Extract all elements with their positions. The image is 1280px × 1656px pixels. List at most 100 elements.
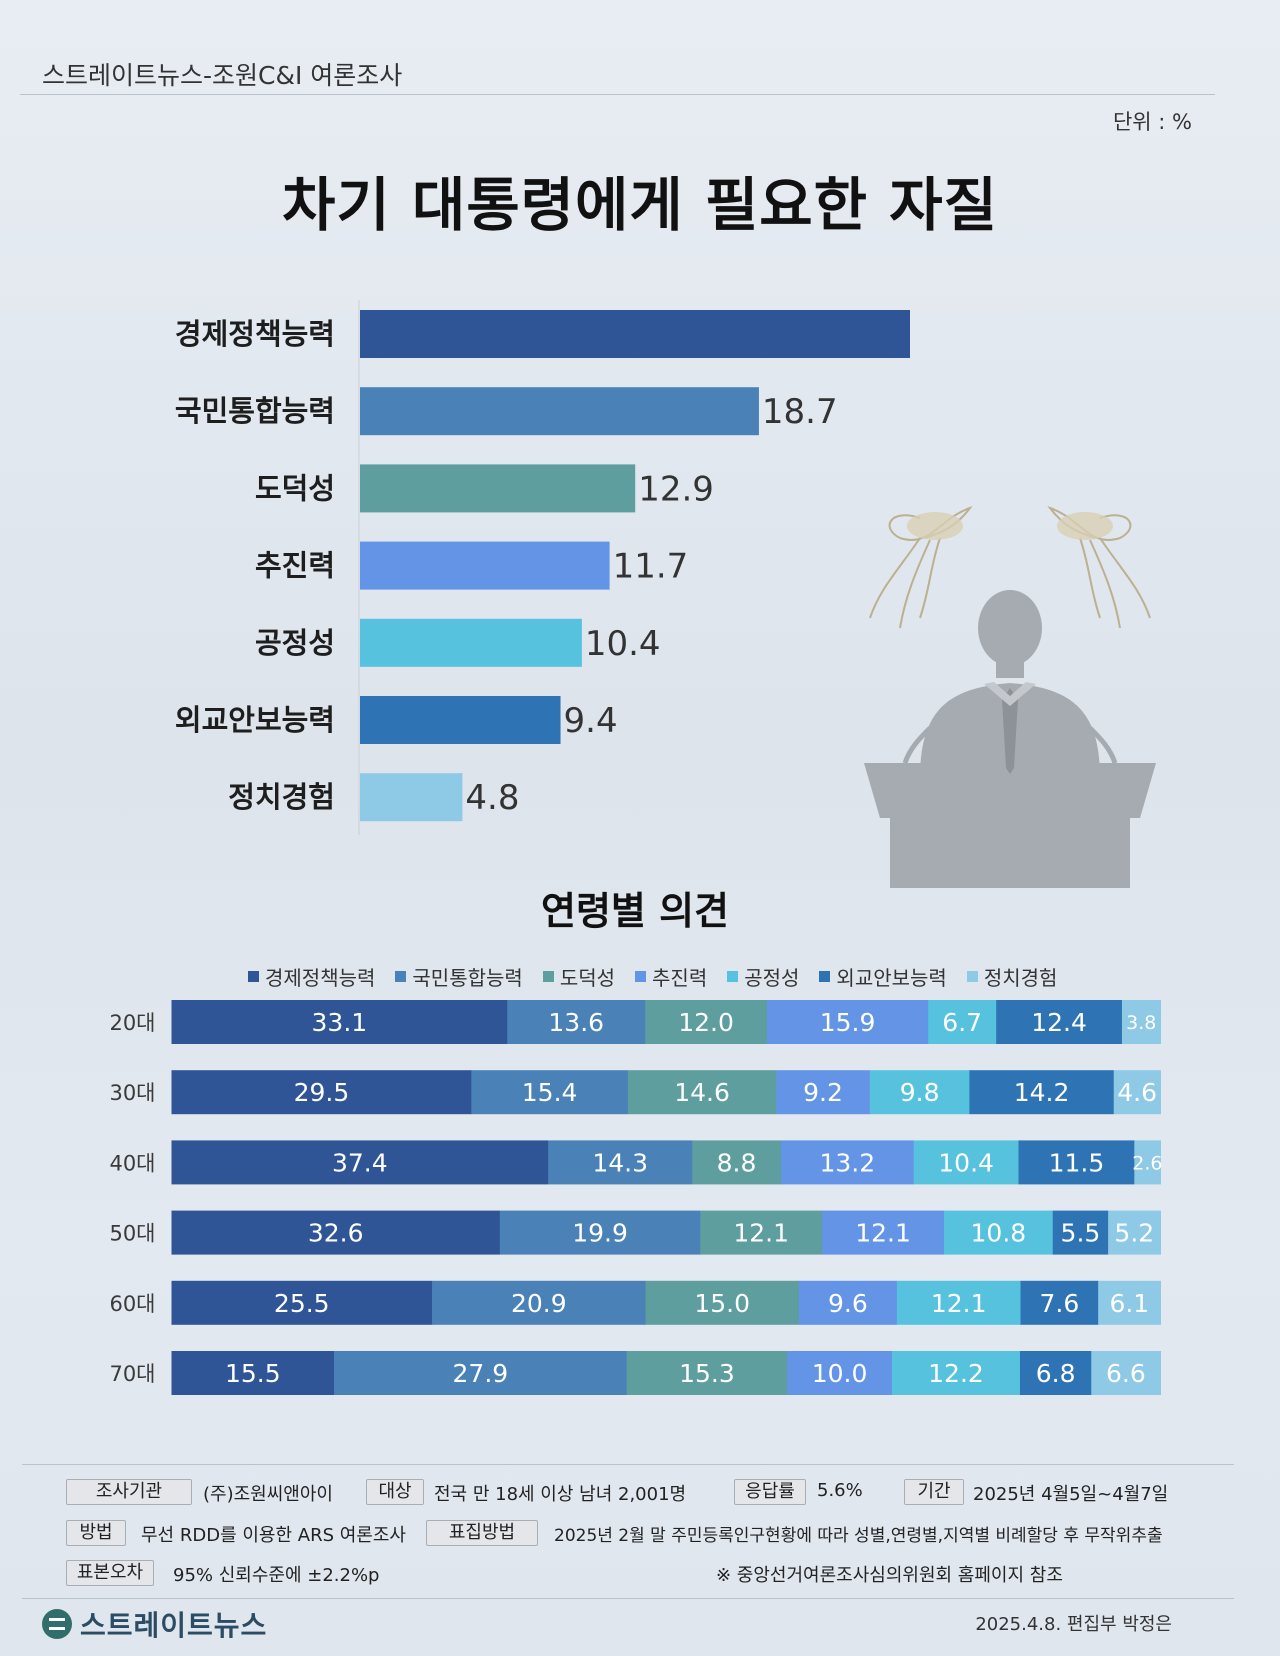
segment-value: 10.0 [812,1359,868,1388]
survey-period-value: 2025년 4월5일~4월7일 [973,1484,1169,1505]
survey-period-tag: 기간 [904,1479,964,1505]
age-label: 20대 [109,1011,155,1035]
stack-segment [1098,1280,1161,1325]
segment-value: 12.1 [855,1219,911,1248]
segment-value: 4.6 [1117,1078,1157,1107]
legend-swatch [727,971,739,982]
stack-segment [627,1070,777,1115]
age-label: 60대 [109,1292,155,1316]
segment-value: 14.6 [674,1078,730,1107]
age-label: 40대 [109,1151,155,1175]
stack-segment [507,1000,646,1044]
footer-divider [22,1598,1234,1599]
header-divider [20,94,1215,95]
stack-segment [499,1210,701,1255]
age-label: 70대 [109,1362,155,1386]
stack-segment [1018,1140,1135,1185]
bar [360,541,610,590]
stack-segment [171,1210,501,1255]
segment-value: 37.4 [332,1148,388,1177]
page-title: 차기 대통령에게 필요한 자질 [282,171,998,239]
segment-value: 11.5 [1049,1148,1105,1177]
segment-value: 3.8 [1126,1012,1156,1034]
legend-item: 경제정책능력 [248,962,375,991]
legend-swatch [635,971,647,982]
legend-swatch [395,971,407,982]
value-label: 4.8 [465,778,519,818]
category-label: 국민통합능력 [175,394,335,428]
segment-value: 6.8 [1036,1359,1076,1388]
legend-swatch [248,971,259,982]
age-label: 50대 [109,1222,155,1246]
bar [360,464,636,513]
stack-segment [798,1280,898,1325]
segment-value: 6.7 [942,1008,982,1037]
segment-value: 12.1 [733,1219,789,1248]
survey-org-tag: 조사기관 [66,1479,192,1505]
bar [360,773,463,822]
stack-segment [171,1351,335,1395]
stack-segment [892,1351,1021,1395]
stack-segment [787,1351,893,1395]
stack-segment [334,1351,628,1395]
segment-value: 33.1 [312,1008,368,1037]
stack-segment [776,1070,871,1115]
segment-value: 13.2 [819,1148,875,1177]
value-label: 9.4 [564,701,618,741]
legend-item: 국민통합능력 [395,962,523,991]
age-stacked-bar-chart: 20대 33.1 13.6 12.0 15.9 6.7 12.4 3.8 30대 29.5 15.4… [109,1000,1163,1395]
survey-response-tag: 응답률 [734,1479,806,1505]
stack-segment [780,1140,915,1185]
stack-segment [1113,1070,1161,1115]
category-label: 공정성 [255,626,335,660]
stack-segment [943,1210,1054,1255]
category-label: 도덕성 [255,471,335,505]
stack-segment [969,1070,1115,1115]
category-label: 경제정책능력 [175,317,335,351]
unit-label: 단위 : % [1112,110,1192,134]
bar [360,696,561,744]
survey-sampling-value: 2025년 2월 말 주민등록인구현황에 따라 성별,연령별,지역별 비례할당 … [554,1526,1163,1546]
source-header: 스트레이트뉴스-조원C&I 여론조사 [42,61,403,90]
stack-segment [996,1000,1123,1044]
segment-value: 8.8 [717,1148,757,1177]
segment-value: 6.6 [1106,1359,1146,1388]
survey-info-divider [22,1464,1234,1465]
segment-value: 12.4 [1031,1008,1087,1037]
stack-segment [822,1210,945,1255]
stack-segment [869,1070,970,1115]
segment-value: 15.9 [820,1008,876,1037]
stack-segment [1121,1000,1161,1044]
brand-logo: 스트레이트뉴스 [42,1604,267,1644]
legend-item: 외교안보능력 [819,962,947,991]
value-label: 12.9 [638,469,714,509]
segment-value: 15.0 [694,1289,750,1318]
legend-item: 도덕성 [542,962,616,991]
stack-segment [1091,1351,1161,1395]
credit-line: 2025.4.8. 편집부 박정은 [975,1614,1172,1635]
segment-value: 9.6 [828,1289,868,1318]
stack-segment [471,1070,629,1115]
value-label: 10.4 [585,624,661,664]
value-label: 18.7 [762,392,838,432]
segment-value: 12.1 [931,1289,987,1318]
legend-item: 공정성 [727,962,799,991]
brand-logo-icon [42,1609,72,1639]
legend-label: 추진력 [652,966,708,990]
stack-segment [1108,1210,1161,1255]
legend-swatch [819,971,831,982]
stack-segment [700,1210,823,1255]
main-bar-chart: 경제정책능력29.2국민통합능력18.7도덕성12.9추진력11.7공정성10.… [175,300,910,835]
bar [360,618,582,667]
legend-label: 공정성 [744,966,800,990]
legend-label: 도덕성 [559,966,616,990]
stack-segment [171,1280,433,1325]
legend-swatch [966,971,978,982]
bar [360,387,759,436]
category-label: 추진력 [255,549,335,583]
segment-value: 9.8 [900,1078,940,1107]
survey-error-value: 95% 신뢰수준에 ±2.2%p [173,1565,380,1586]
segment-value: 15.3 [679,1359,735,1388]
legend-item: 추진력 [635,962,707,991]
stack-segment [928,1000,997,1044]
